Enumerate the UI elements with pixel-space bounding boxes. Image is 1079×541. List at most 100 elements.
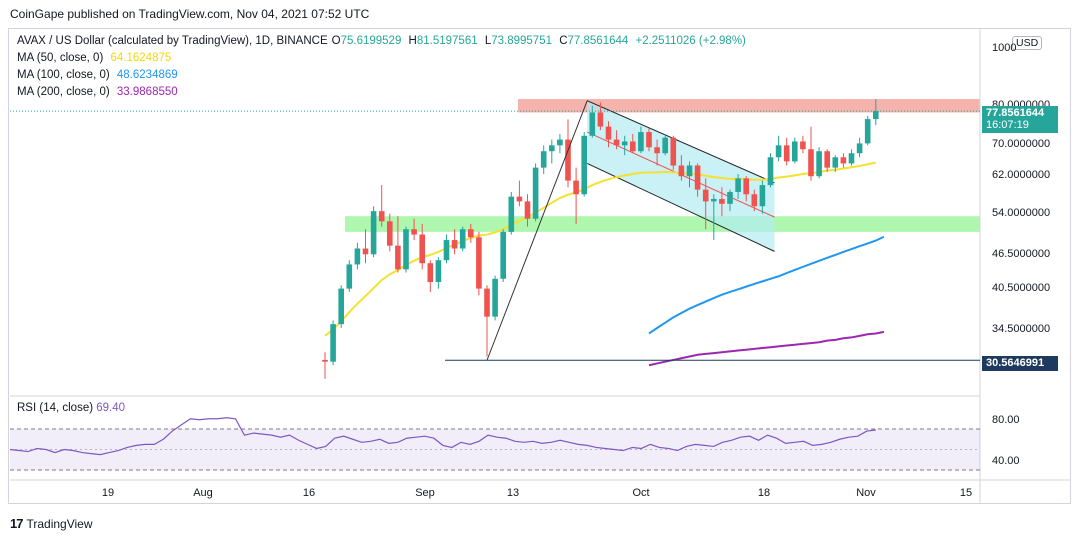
candle [435,257,442,289]
candle [378,185,385,227]
rsi-tick-label: 40.00 [992,455,1020,467]
candle-body [832,157,839,168]
last-price-value: 77.8561644 [986,107,1045,119]
candle [792,137,798,164]
candle-body [654,147,660,154]
candle [864,115,871,146]
candle-body [330,324,336,362]
candle-body [532,167,539,219]
open-value: 75.6199529 [340,35,402,47]
candle [532,163,539,222]
candle-body [419,234,425,264]
candle [654,139,660,166]
candle [387,213,393,252]
low-line-tag: 30.5646991 [982,356,1058,371]
candle [694,163,701,197]
currency-button[interactable]: USD [1012,36,1043,50]
time-tick-label: 18 [758,487,770,499]
candle [581,132,587,197]
price-tick-label: 70.0000000 [992,138,1050,150]
trend-line [486,100,588,361]
candle-body [516,196,523,202]
candle [565,119,571,188]
candle [759,180,766,214]
candle-body [549,145,555,152]
candle [508,191,515,235]
candle-body [816,151,822,177]
candle [816,147,822,179]
candle [848,149,855,166]
candle [597,102,604,131]
ma200-value: 33.9868550 [116,86,178,98]
candle [630,133,636,154]
rsi-tick-label: 80.00 [992,414,1020,426]
ma100-value: 48.6234869 [116,69,178,81]
time-tick-label: Nov [856,487,876,499]
candle-body [451,240,458,249]
candle-body [443,240,450,261]
candle-body [848,153,855,164]
time-tick-label: Sep [415,487,435,499]
candle [540,145,547,175]
candle [686,161,693,188]
candle [873,99,879,126]
candle-body [557,139,563,146]
candle-body [524,201,531,219]
candle [719,187,725,217]
high-value: 81.5197561 [416,35,478,47]
candle [662,133,668,156]
candle [427,260,434,292]
close-label: C [559,35,568,47]
candle [702,178,709,230]
candle [735,174,741,199]
ma200-line [648,330,885,367]
candle-body [435,260,442,283]
candle-body [792,141,798,162]
candle-body [492,278,498,317]
candle [783,137,790,166]
candle [727,189,733,212]
open-label: O [331,35,341,47]
candle-body [824,151,830,168]
last-price-tag: 77.8561644 16:07:19 [982,106,1058,133]
countdown-value: 16:07:19 [986,119,1029,131]
candle [824,149,830,172]
candle-body [370,211,377,255]
candle [484,285,490,357]
tradingview-brand: TradingView [26,516,93,531]
candle-body [573,180,579,195]
candle [621,135,628,156]
candle-body [783,145,790,162]
candle-body [686,165,693,177]
rsi-label: RSI (14, close) [17,402,94,414]
candle [856,137,863,158]
price-tick-label: 34.5000000 [992,323,1050,335]
price-tick-label: 46.5000000 [992,248,1050,260]
candle [362,229,369,264]
candle-body [630,141,636,152]
candle [775,135,782,162]
ma50-line [324,161,877,337]
time-tick-label: 16 [303,487,315,499]
close-value: 77.8561644 [567,35,629,47]
ma200-legend: MA (200, close, 0) 33.9868550 [17,86,182,98]
candle-body [727,191,733,204]
price-tick-label: 40.5000000 [992,282,1050,294]
candle [549,139,555,164]
candle-body [581,135,587,195]
tradingview-mark-icon: 17 [10,516,24,531]
resistance-zone [518,99,980,113]
candle-body [427,263,434,283]
candle [767,153,774,188]
candle-body [678,165,685,177]
symbol-legend: AVAX / US Dollar (calculated by TradingV… [17,35,750,47]
candle [346,260,353,292]
candle-body [735,178,741,192]
candle [557,133,563,154]
candle [459,226,466,252]
time-tick-label: 19 [102,487,114,499]
candle [419,223,425,270]
candle [451,229,458,255]
candle [524,194,531,227]
